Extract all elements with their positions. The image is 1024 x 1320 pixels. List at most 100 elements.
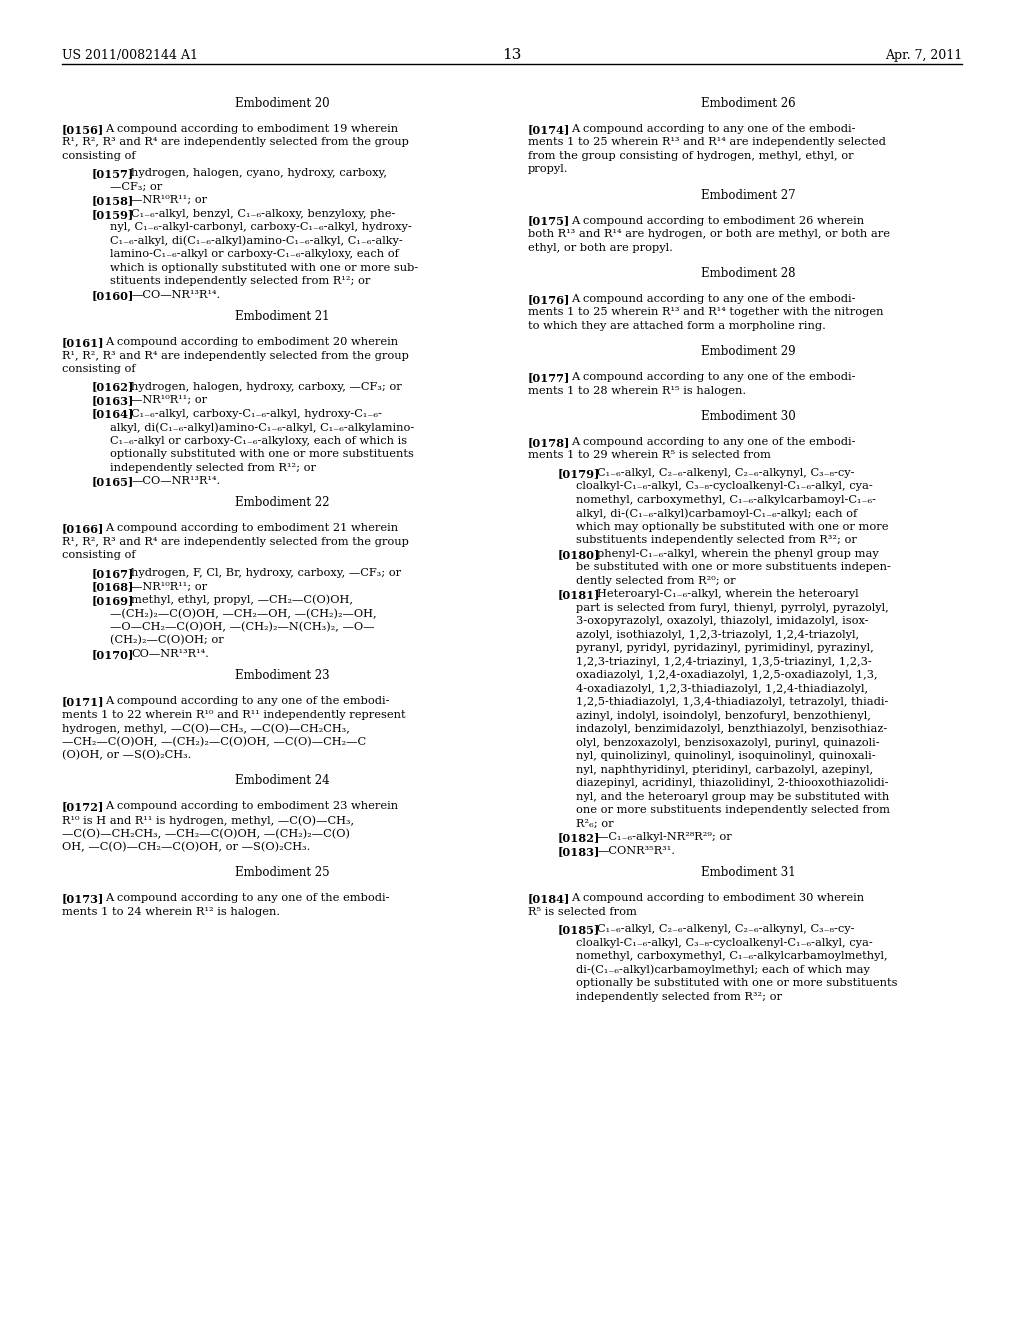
Text: propyl.: propyl.: [528, 164, 568, 174]
Text: [0180]: [0180]: [558, 549, 600, 560]
Text: [0163]: [0163]: [92, 395, 134, 407]
Text: nyl, quinolizinyl, quinolinyl, isoquinolinyl, quinoxali-: nyl, quinolizinyl, quinolinyl, isoquinol…: [575, 751, 876, 762]
Text: di-(C₁₋₆-alkyl)carbamoylmethyl; each of which may: di-(C₁₋₆-alkyl)carbamoylmethyl; each of …: [575, 965, 869, 975]
Text: diazepinyl, acridinyl, thiazolidinyl, 2-thiooxothiazolidi-: diazepinyl, acridinyl, thiazolidinyl, 2-…: [575, 779, 889, 788]
Text: [0165]: [0165]: [92, 477, 134, 487]
Text: ments 1 to 29 wherein R⁵ is selected from: ments 1 to 29 wherein R⁵ is selected fro…: [528, 450, 771, 461]
Text: phenyl-C₁₋₆-alkyl, wherein the phenyl group may: phenyl-C₁₋₆-alkyl, wherein the phenyl gr…: [597, 549, 879, 558]
Text: substituents independently selected from R³²; or: substituents independently selected from…: [575, 536, 857, 545]
Text: cloalkyl-C₁₋₆-alkyl, C₃₋₈-cycloalkenyl-C₁₋₆-alkyl, cya-: cloalkyl-C₁₋₆-alkyl, C₃₋₈-cycloalkenyl-C…: [575, 937, 872, 948]
Text: which is optionally substituted with one or more sub-: which is optionally substituted with one…: [110, 263, 418, 273]
Text: CO—NR¹³R¹⁴.: CO—NR¹³R¹⁴.: [131, 649, 209, 659]
Text: A compound according to embodiment 19 wherein: A compound according to embodiment 19 wh…: [105, 124, 398, 133]
Text: oxadiazolyl, 1,2,4-oxadiazolyl, 1,2,5-oxadiazolyl, 1,3,: oxadiazolyl, 1,2,4-oxadiazolyl, 1,2,5-ox…: [575, 671, 878, 681]
Text: nomethyl, carboxymethyl, C₁₋₆-alkylcarbamoylmethyl,: nomethyl, carboxymethyl, C₁₋₆-alkylcarba…: [575, 952, 888, 961]
Text: Embodiment 21: Embodiment 21: [234, 310, 330, 323]
Text: independently selected from R³²; or: independently selected from R³²; or: [575, 991, 782, 1002]
Text: A compound according to embodiment 23 wherein: A compound according to embodiment 23 wh…: [105, 801, 398, 812]
Text: nomethyl, carboxymethyl, C₁₋₆-alkylcarbamoyl-C₁₋₆-: nomethyl, carboxymethyl, C₁₋₆-alkylcarba…: [575, 495, 876, 506]
Text: alkyl, di(C₁₋₆-alkyl)amino-C₁₋₆-alkyl, C₁₋₆-alkylamino-: alkyl, di(C₁₋₆-alkyl)amino-C₁₋₆-alkyl, C…: [110, 422, 415, 433]
Text: 13: 13: [503, 48, 521, 62]
Text: [0169]: [0169]: [92, 595, 134, 606]
Text: hydrogen, F, Cl, Br, hydroxy, carboxy, —CF₃; or: hydrogen, F, Cl, Br, hydroxy, carboxy, —…: [131, 568, 401, 578]
Text: optionally be substituted with one or more substituents: optionally be substituted with one or mo…: [575, 978, 897, 989]
Text: C₁₋₆-alkyl, benzyl, C₁₋₆-alkoxy, benzyloxy, phe-: C₁₋₆-alkyl, benzyl, C₁₋₆-alkoxy, benzylo…: [131, 209, 395, 219]
Text: C₁₋₆-alkyl or carboxy-C₁₋₆-alkyloxy, each of which is: C₁₋₆-alkyl or carboxy-C₁₋₆-alkyloxy, eac…: [110, 436, 408, 446]
Text: A compound according to any one of the embodi-: A compound according to any one of the e…: [571, 372, 856, 383]
Text: Embodiment 31: Embodiment 31: [700, 866, 796, 879]
Text: —CONR³⁵R³¹.: —CONR³⁵R³¹.: [597, 846, 675, 855]
Text: A compound according to embodiment 21 wherein: A compound according to embodiment 21 wh…: [105, 523, 398, 533]
Text: —CO—NR¹³R¹⁴.: —CO—NR¹³R¹⁴.: [131, 477, 220, 486]
Text: hydrogen, halogen, hydroxy, carboxy, —CF₃; or: hydrogen, halogen, hydroxy, carboxy, —CF…: [131, 381, 402, 392]
Text: R¹, R², R³ and R⁴ are independently selected from the group: R¹, R², R³ and R⁴ are independently sele…: [62, 351, 409, 360]
Text: azinyl, indolyl, isoindolyl, benzofuryl, benzothienyl,: azinyl, indolyl, isoindolyl, benzofuryl,…: [575, 711, 870, 721]
Text: R¹, R², R³ and R⁴ are independently selected from the group: R¹, R², R³ and R⁴ are independently sele…: [62, 137, 409, 148]
Text: Embodiment 22: Embodiment 22: [234, 496, 330, 510]
Text: A compound according to any one of the embodi-: A compound according to any one of the e…: [571, 437, 856, 447]
Text: OH, —C(O)—CH₂—C(O)OH, or —S(O)₂CH₃.: OH, —C(O)—CH₂—C(O)OH, or —S(O)₂CH₃.: [62, 842, 310, 853]
Text: alkyl, di-(C₁₋₆-alkyl)carbamoyl-C₁₋₆-alkyl; each of: alkyl, di-(C₁₋₆-alkyl)carbamoyl-C₁₋₆-alk…: [575, 508, 857, 519]
Text: —NR¹⁰R¹¹; or: —NR¹⁰R¹¹; or: [131, 195, 207, 206]
Text: A compound according to embodiment 26 wherein: A compound according to embodiment 26 wh…: [571, 215, 864, 226]
Text: one or more substituents independently selected from: one or more substituents independently s…: [575, 805, 890, 816]
Text: 1,2,5-thiadiazolyl, 1,3,4-thiadiazolyl, tetrazolyl, thiadi-: 1,2,5-thiadiazolyl, 1,3,4-thiadiazolyl, …: [575, 697, 889, 708]
Text: Embodiment 23: Embodiment 23: [234, 669, 330, 682]
Text: hydrogen, methyl, —C(O)—CH₃, —C(O)—CH₂CH₃,: hydrogen, methyl, —C(O)—CH₃, —C(O)—CH₂CH…: [62, 723, 350, 734]
Text: Apr. 7, 2011: Apr. 7, 2011: [885, 49, 962, 62]
Text: [0179]: [0179]: [558, 469, 600, 479]
Text: nyl, and the heteroaryl group may be substituted with: nyl, and the heteroaryl group may be sub…: [575, 792, 889, 803]
Text: —NR¹⁰R¹¹; or: —NR¹⁰R¹¹; or: [131, 581, 207, 591]
Text: A compound according to embodiment 20 wherein: A compound according to embodiment 20 wh…: [105, 337, 398, 347]
Text: Embodiment 27: Embodiment 27: [700, 189, 796, 202]
Text: Embodiment 28: Embodiment 28: [700, 267, 796, 280]
Text: [0183]: [0183]: [558, 846, 600, 857]
Text: Embodiment 20: Embodiment 20: [234, 96, 330, 110]
Text: —NR¹⁰R¹¹; or: —NR¹⁰R¹¹; or: [131, 395, 207, 405]
Text: consisting of: consisting of: [62, 550, 135, 561]
Text: —CH₂—C(O)OH, —(CH₂)₂—C(O)OH, —C(O)—CH₂—C: —CH₂—C(O)OH, —(CH₂)₂—C(O)OH, —C(O)—CH₂—C: [62, 737, 367, 747]
Text: C₁₋₆-alkyl, C₂₋₆-alkenyl, C₂₋₆-alkynyl, C₃₋₈-cy-: C₁₋₆-alkyl, C₂₋₆-alkenyl, C₂₋₆-alkynyl, …: [597, 469, 855, 478]
Text: R²₆; or: R²₆; or: [575, 818, 613, 829]
Text: —C(O)—CH₂CH₃, —CH₂—C(O)OH, —(CH₂)₂—C(O): —C(O)—CH₂CH₃, —CH₂—C(O)OH, —(CH₂)₂—C(O): [62, 829, 350, 838]
Text: independently selected from R¹²; or: independently selected from R¹²; or: [110, 462, 316, 473]
Text: stituents independently selected from R¹²; or: stituents independently selected from R¹…: [110, 276, 371, 286]
Text: ments 1 to 22 wherein R¹⁰ and R¹¹ independently represent: ments 1 to 22 wherein R¹⁰ and R¹¹ indepe…: [62, 710, 406, 719]
Text: Embodiment 30: Embodiment 30: [700, 411, 796, 422]
Text: [0181]: [0181]: [558, 590, 600, 601]
Text: Embodiment 25: Embodiment 25: [234, 866, 330, 879]
Text: ments 1 to 24 wherein R¹² is halogen.: ments 1 to 24 wherein R¹² is halogen.: [62, 907, 281, 917]
Text: to which they are attached form a morpholine ring.: to which they are attached form a morpho…: [528, 321, 826, 331]
Text: R¹, R², R³ and R⁴ are independently selected from the group: R¹, R², R³ and R⁴ are independently sele…: [62, 537, 409, 546]
Text: [0174]: [0174]: [528, 124, 570, 135]
Text: US 2011/0082144 A1: US 2011/0082144 A1: [62, 49, 198, 62]
Text: lamino-C₁₋₆-alkyl or carboxy-C₁₋₆-alkyloxy, each of: lamino-C₁₋₆-alkyl or carboxy-C₁₋₆-alkylo…: [110, 249, 399, 259]
Text: [0156]: [0156]: [62, 124, 104, 135]
Text: nyl, C₁₋₆-alkyl-carbonyl, carboxy-C₁₋₆-alkyl, hydroxy-: nyl, C₁₋₆-alkyl-carbonyl, carboxy-C₁₋₆-a…: [110, 222, 412, 232]
Text: [0160]: [0160]: [92, 290, 134, 301]
Text: [0167]: [0167]: [92, 568, 134, 579]
Text: [0164]: [0164]: [92, 409, 134, 420]
Text: both R¹³ and R¹⁴ are hydrogen, or both are methyl, or both are: both R¹³ and R¹⁴ are hydrogen, or both a…: [528, 230, 890, 239]
Text: [0172]: [0172]: [62, 801, 104, 812]
Text: [0182]: [0182]: [558, 833, 600, 843]
Text: [0173]: [0173]: [62, 894, 104, 904]
Text: [0158]: [0158]: [92, 195, 134, 206]
Text: cloalkyl-C₁₋₆-alkyl, C₃₋₈-cycloalkenyl-C₁₋₆-alkyl, cya-: cloalkyl-C₁₋₆-alkyl, C₃₋₈-cycloalkenyl-C…: [575, 482, 872, 491]
Text: 4-oxadiazolyl, 1,2,3-thiadiazolyl, 1,2,4-thiadiazolyl,: 4-oxadiazolyl, 1,2,3-thiadiazolyl, 1,2,4…: [575, 684, 868, 694]
Text: [0166]: [0166]: [62, 523, 104, 535]
Text: —CF₃; or: —CF₃; or: [110, 182, 162, 191]
Text: [0175]: [0175]: [528, 215, 570, 227]
Text: Embodiment 29: Embodiment 29: [700, 345, 796, 358]
Text: R⁵ is selected from: R⁵ is selected from: [528, 907, 637, 917]
Text: [0171]: [0171]: [62, 696, 104, 708]
Text: [0185]: [0185]: [558, 924, 600, 936]
Text: [0176]: [0176]: [528, 294, 570, 305]
Text: olyl, benzoxazolyl, benzisoxazolyl, purinyl, quinazoli-: olyl, benzoxazolyl, benzisoxazolyl, puri…: [575, 738, 880, 748]
Text: A compound according to any one of the embodi-: A compound according to any one of the e…: [571, 124, 856, 133]
Text: [0177]: [0177]: [528, 372, 570, 383]
Text: consisting of: consisting of: [62, 150, 135, 161]
Text: [0170]: [0170]: [92, 649, 134, 660]
Text: R¹⁰ is H and R¹¹ is hydrogen, methyl, —C(O)—CH₃,: R¹⁰ is H and R¹¹ is hydrogen, methyl, —C…: [62, 814, 354, 825]
Text: 3-oxopyrazolyl, oxazolyl, thiazolyl, imidazolyl, isox-: 3-oxopyrazolyl, oxazolyl, thiazolyl, imi…: [575, 616, 868, 627]
